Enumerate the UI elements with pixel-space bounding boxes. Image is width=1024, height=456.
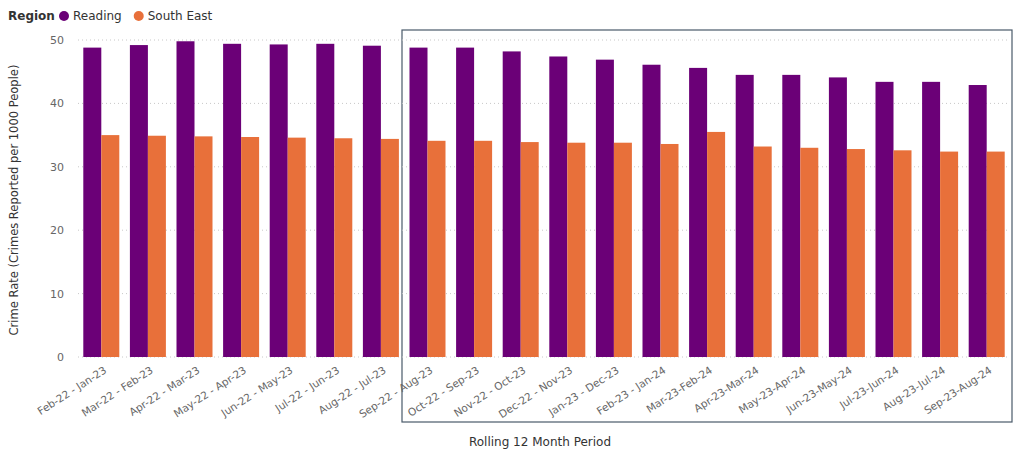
- bar: [456, 48, 474, 357]
- bar: [782, 75, 800, 357]
- bar: [270, 44, 288, 357]
- y-tick-label: 20: [50, 224, 64, 237]
- bar: [940, 152, 958, 357]
- legend-swatch: [59, 11, 69, 21]
- bar: [334, 138, 352, 357]
- legend: Region Reading South East: [8, 9, 213, 23]
- bar: [754, 147, 772, 357]
- legend-label: Reading: [73, 9, 122, 23]
- y-tick-label: 0: [57, 351, 64, 364]
- bar: [521, 142, 539, 357]
- bar: [223, 44, 241, 357]
- bars: [83, 41, 1004, 357]
- legend-title: Region: [8, 9, 55, 23]
- y-tick-label: 30: [50, 161, 64, 174]
- y-tick-label: 40: [50, 97, 64, 110]
- bar: [241, 137, 259, 357]
- bar: [316, 44, 334, 357]
- x-axis-title: Rolling 12 Month Period: [469, 435, 611, 449]
- bar: [707, 132, 725, 357]
- grid-line: [78, 40, 1010, 41]
- bar: [689, 68, 707, 357]
- bar: [549, 56, 567, 357]
- bar: [148, 136, 166, 357]
- bar: [736, 75, 754, 357]
- bar: [130, 45, 148, 357]
- bar: [474, 141, 492, 357]
- x-tick-label: Sep-23-Aug-24: [922, 363, 994, 416]
- bar: [177, 41, 195, 357]
- y-axis-title: Crime Rate (Crimes Reported per 1000 Peo…: [7, 65, 21, 336]
- bar: [288, 138, 306, 357]
- bar: [614, 143, 632, 357]
- grid-line: [78, 166, 1010, 167]
- bar: [987, 152, 1005, 357]
- x-tick-label: Sep-22 - Aug-23: [357, 364, 435, 420]
- highlight-frame: [402, 30, 1012, 422]
- y-tick-label: 50: [50, 34, 64, 47]
- bar: [643, 65, 661, 357]
- grid-line: [78, 357, 1010, 358]
- legend-label: South East: [148, 9, 213, 23]
- grid-line: [78, 293, 1010, 294]
- bar: [876, 82, 894, 357]
- bar: [661, 144, 679, 357]
- bar: [410, 48, 428, 357]
- bar: [969, 85, 987, 357]
- bar: [428, 141, 446, 357]
- bar: [381, 139, 399, 357]
- y-tick-label: 10: [50, 288, 64, 301]
- grid-line: [78, 230, 1010, 231]
- bar: [800, 148, 818, 357]
- x-tick-label: Dec-22 - Nov-23: [496, 364, 574, 421]
- bar: [363, 46, 381, 357]
- grid-line: [78, 103, 1010, 104]
- bar: [922, 82, 940, 357]
- grid: [78, 40, 1010, 357]
- bar: [596, 60, 614, 357]
- legend-swatch: [134, 11, 144, 21]
- bar: [567, 143, 585, 357]
- chart: 01020304050Feb-22 - Jan-23Mar-22 - Feb-2…: [0, 0, 1024, 456]
- bar: [847, 149, 865, 357]
- bar: [503, 51, 521, 357]
- bar: [894, 150, 912, 357]
- bar: [83, 48, 101, 357]
- bar: [829, 77, 847, 357]
- bar: [101, 135, 119, 357]
- bar: [195, 136, 213, 357]
